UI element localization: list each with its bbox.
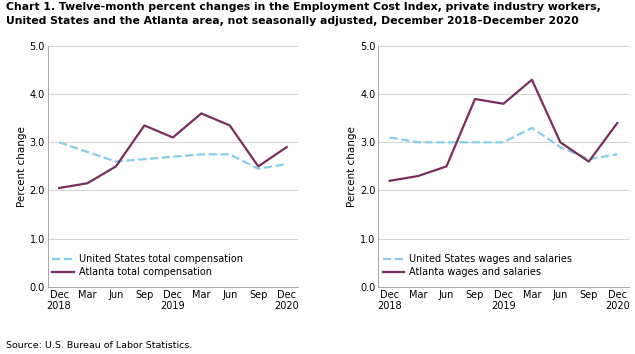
- Legend: United States wages and salaries, Atlanta wages and salaries: United States wages and salaries, Atlant…: [383, 254, 572, 277]
- Atlanta total compensation: [55, 186, 63, 190]
- Y-axis label: Percent change: Percent change: [17, 126, 27, 207]
- United States total compensation: [169, 155, 177, 159]
- United States total compensation: [197, 152, 205, 156]
- Atlanta total compensation: [84, 181, 91, 185]
- United States wages and salaries: [613, 152, 621, 156]
- Atlanta wages and salaries: [500, 102, 507, 106]
- Atlanta total compensation: [112, 164, 120, 169]
- Atlanta wages and salaries: [613, 121, 621, 125]
- United States total compensation: [140, 157, 148, 161]
- Line: Atlanta wages and salaries: Atlanta wages and salaries: [390, 80, 617, 181]
- United States wages and salaries: [414, 140, 422, 144]
- United States wages and salaries: [386, 135, 394, 139]
- United States wages and salaries: [585, 157, 592, 161]
- United States total compensation: [55, 140, 63, 144]
- Text: United States and the Atlanta area, not seasonally adjusted, December 2018–Decem: United States and the Atlanta area, not …: [6, 16, 579, 26]
- United States wages and salaries: [443, 140, 450, 144]
- United States total compensation: [84, 150, 91, 154]
- Text: Chart 1. Twelve-month percent changes in the Employment Cost Index, private indu: Chart 1. Twelve-month percent changes in…: [6, 2, 601, 12]
- Text: Source: U.S. Bureau of Labor Statistics.: Source: U.S. Bureau of Labor Statistics.: [6, 342, 193, 350]
- Line: United States wages and salaries: United States wages and salaries: [390, 128, 617, 159]
- Line: Atlanta total compensation: Atlanta total compensation: [59, 113, 286, 188]
- Line: United States total compensation: United States total compensation: [59, 142, 286, 169]
- United States wages and salaries: [471, 140, 479, 144]
- Atlanta wages and salaries: [471, 97, 479, 101]
- Atlanta wages and salaries: [386, 179, 394, 183]
- Atlanta total compensation: [283, 145, 290, 149]
- Y-axis label: Percent change: Percent change: [347, 126, 358, 207]
- Atlanta total compensation: [169, 135, 177, 139]
- Legend: United States total compensation, Atlanta total compensation: United States total compensation, Atlant…: [53, 254, 243, 277]
- Atlanta total compensation: [140, 123, 148, 127]
- United States wages and salaries: [500, 140, 507, 144]
- Atlanta wages and salaries: [443, 164, 450, 169]
- Atlanta wages and salaries: [585, 159, 592, 164]
- United States total compensation: [283, 162, 290, 166]
- Atlanta wages and salaries: [528, 78, 536, 82]
- Atlanta wages and salaries: [556, 140, 564, 144]
- United States wages and salaries: [528, 126, 536, 130]
- Atlanta wages and salaries: [414, 174, 422, 178]
- United States wages and salaries: [556, 145, 564, 149]
- United States total compensation: [112, 159, 120, 164]
- Atlanta total compensation: [255, 164, 262, 169]
- Atlanta total compensation: [226, 123, 234, 127]
- United States total compensation: [255, 167, 262, 171]
- United States total compensation: [226, 152, 234, 156]
- Atlanta total compensation: [197, 111, 205, 115]
